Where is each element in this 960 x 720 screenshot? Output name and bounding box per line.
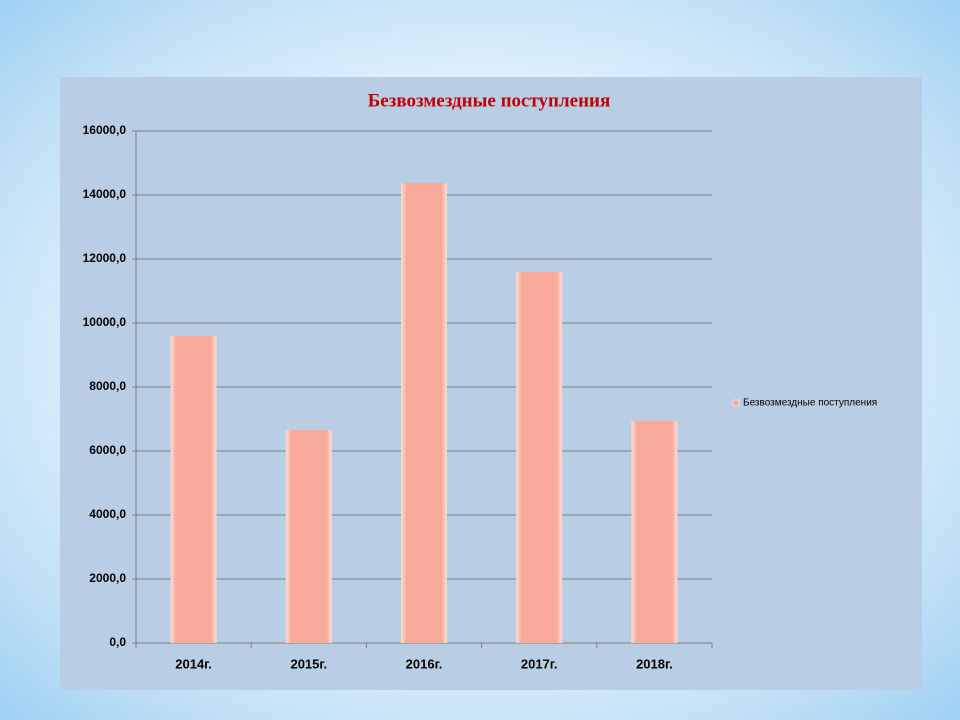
y-tick-label: 12000,0 bbox=[83, 251, 127, 265]
legend-swatch bbox=[732, 399, 740, 407]
y-tick-label: 16000,0 bbox=[83, 123, 127, 137]
y-tick-label: 14000,0 bbox=[83, 187, 127, 201]
bar-shine bbox=[285, 430, 332, 643]
x-tick-label: 2016г. bbox=[406, 656, 443, 671]
y-tick-label: 0,0 bbox=[109, 635, 126, 649]
bar-shine bbox=[401, 183, 447, 643]
x-tick-label: 2015г. bbox=[290, 656, 327, 671]
y-tick-label: 10000,0 bbox=[83, 315, 127, 329]
y-tick-label: 6000,0 bbox=[89, 443, 126, 457]
y-tick-label: 8000,0 bbox=[89, 379, 126, 393]
bar-shine bbox=[631, 420, 678, 643]
x-tick-label: 2018г. bbox=[636, 656, 673, 671]
chart-title: Безвозмездные поступления bbox=[368, 90, 611, 111]
legend-label: Безвозмездные поступления bbox=[743, 398, 877, 409]
x-tick-label: 2014г. bbox=[175, 656, 212, 671]
bar-shine bbox=[170, 335, 217, 643]
bar-shine bbox=[516, 271, 563, 643]
y-tick-label: 2000,0 bbox=[89, 571, 126, 585]
x-tick-label: 2017г. bbox=[521, 656, 558, 671]
y-tick-label: 4000,0 bbox=[89, 507, 126, 521]
